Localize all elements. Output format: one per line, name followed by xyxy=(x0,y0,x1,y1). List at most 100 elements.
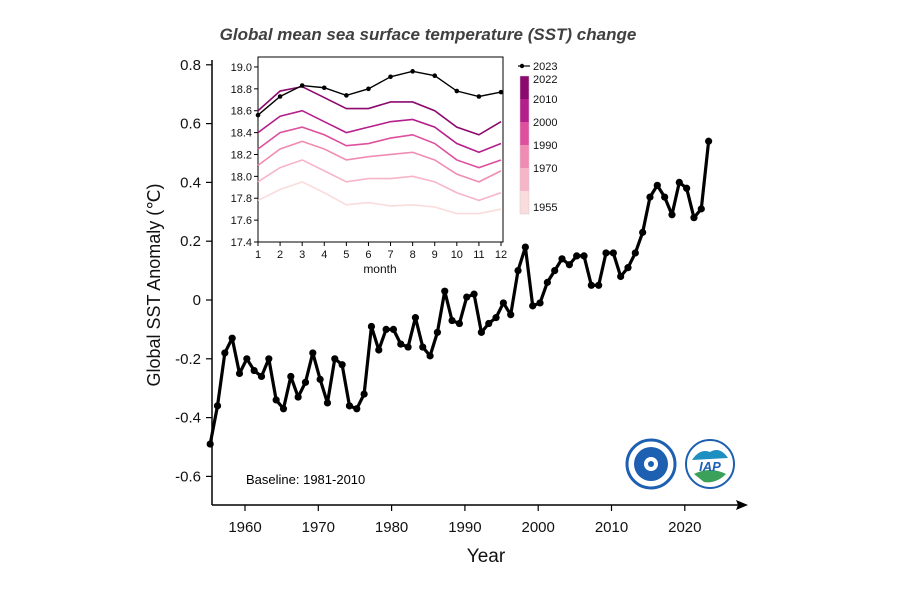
inset-2023-point xyxy=(344,93,349,98)
inset-x-tick-label: 12 xyxy=(495,249,507,261)
annual-data-point xyxy=(683,184,691,192)
annual-data-point xyxy=(595,281,603,289)
inset-x-tick-label: 11 xyxy=(473,249,484,261)
annual-data-point xyxy=(705,137,713,145)
annual-data-point xyxy=(485,319,493,328)
colorbar-segment xyxy=(520,168,529,191)
x-tick-label: 2020 xyxy=(668,519,701,536)
annual-data-point xyxy=(360,390,368,398)
iap-logo-text: IAP xyxy=(699,459,721,474)
y-tick-label: -0.4 xyxy=(175,410,201,427)
x-tick-label: 1960 xyxy=(228,519,261,536)
annual-data-point xyxy=(294,393,302,401)
inset-legend: 2023 2022 2010 2000 1990 1970 1955 xyxy=(518,61,557,215)
inset-x-tick-label: 2 xyxy=(277,249,283,261)
inset-y-tick-label: 17.6 xyxy=(231,215,252,227)
inset-2023-point xyxy=(277,94,283,99)
inset-2023-point xyxy=(498,89,504,95)
colorbar-segment xyxy=(520,145,529,168)
annual-data-point xyxy=(470,290,478,298)
annual-data-point xyxy=(668,211,676,219)
annual-data-point xyxy=(448,316,456,325)
annual-data-point xyxy=(367,322,376,331)
annual-data-point xyxy=(331,355,339,363)
annual-data-point xyxy=(646,193,654,201)
inset-2023-point xyxy=(255,112,261,118)
inset-y-tick-label: 19.0 xyxy=(231,62,252,74)
annual-data-point xyxy=(639,228,647,236)
annual-data-point xyxy=(543,278,551,286)
inset-line-1990 xyxy=(257,140,502,183)
annual-data-point xyxy=(675,178,683,186)
colorbar-frame xyxy=(519,75,530,215)
y-tick-label: -0.2 xyxy=(175,351,201,368)
colorbar-label: 1990 xyxy=(533,140,557,152)
inset-x-tick-label: 5 xyxy=(343,249,349,261)
annual-data-point xyxy=(499,299,507,307)
annual-data-point xyxy=(455,319,464,328)
annual-data-point xyxy=(228,334,236,342)
cas-logo xyxy=(625,438,677,490)
annual-data-point xyxy=(257,372,266,381)
inset-x-tick-label: 7 xyxy=(387,249,393,261)
inset-y-tick-label: 18.6 xyxy=(231,106,252,118)
annual-data-point xyxy=(235,369,244,378)
annual-data-point xyxy=(287,372,295,381)
inset-2023-point xyxy=(454,88,460,94)
annual-data-point xyxy=(507,311,515,319)
annual-data-point xyxy=(397,340,405,348)
annual-data-point xyxy=(631,249,639,257)
inset-x-tick-label: 6 xyxy=(365,249,371,261)
annual-data-point xyxy=(338,361,346,369)
inset-y-tick-label: 17.8 xyxy=(231,193,252,205)
annual-data-point xyxy=(521,243,529,251)
colorbar-segment xyxy=(520,99,529,122)
annual-data-point xyxy=(697,205,705,213)
annual-data-point xyxy=(375,346,383,354)
annual-data-point xyxy=(426,352,434,360)
annual-data-point xyxy=(565,261,573,269)
annual-data-point xyxy=(551,267,559,275)
inset-x-tick-label: 4 xyxy=(321,249,327,261)
annual-data-point xyxy=(477,328,485,336)
inset-2023-point xyxy=(366,86,371,92)
inset-x-tick-label: 8 xyxy=(410,249,416,261)
annual-data-point xyxy=(243,355,251,363)
colorbar: 2022 2010 2000 1990 1970 1955 xyxy=(519,74,557,215)
annual-data-point xyxy=(250,366,258,375)
colorbar-segment xyxy=(520,76,529,99)
annual-data-point xyxy=(529,302,537,310)
annual-data-point xyxy=(617,272,625,281)
inset-2023-point xyxy=(432,73,438,79)
colorbar-label: 2022 xyxy=(533,74,557,86)
colorbar-label: 1955 xyxy=(533,202,557,214)
inset-line-1970 xyxy=(257,159,502,202)
annual-data-point xyxy=(411,314,420,322)
colorbar-label: 2000 xyxy=(533,117,557,129)
annual-data-point xyxy=(558,255,566,263)
annual-data-point xyxy=(573,252,581,260)
inset-y-tick-label: 18.8 xyxy=(231,84,252,96)
annual-data-point xyxy=(272,396,280,404)
annual-data-point xyxy=(382,325,390,333)
x-tick-label: 2010 xyxy=(595,519,628,536)
inset-line-2000 xyxy=(257,126,502,169)
inset-x-tick-label: 1 xyxy=(255,249,261,261)
inset-x-tick-label: 9 xyxy=(432,249,438,261)
annual-data-point xyxy=(661,193,669,201)
inset-2023-point xyxy=(388,74,393,80)
x-tick-label: 1980 xyxy=(375,519,408,536)
x-axis-arrow-icon xyxy=(736,500,748,510)
inset-2023-point xyxy=(299,83,305,88)
inset-2023-point xyxy=(321,85,327,91)
annual-data-point xyxy=(580,252,588,260)
y-tick-label: 0 xyxy=(193,292,201,309)
annual-data-point xyxy=(404,343,412,351)
y-tick-label: -0.6 xyxy=(175,468,201,485)
annual-data-point xyxy=(602,249,610,257)
annual-data-point xyxy=(279,405,288,413)
annual-data-point xyxy=(345,402,354,410)
annual-data-point xyxy=(609,249,617,257)
annual-data-point xyxy=(441,287,449,295)
inset-y-tick-label: 18.2 xyxy=(231,149,252,161)
